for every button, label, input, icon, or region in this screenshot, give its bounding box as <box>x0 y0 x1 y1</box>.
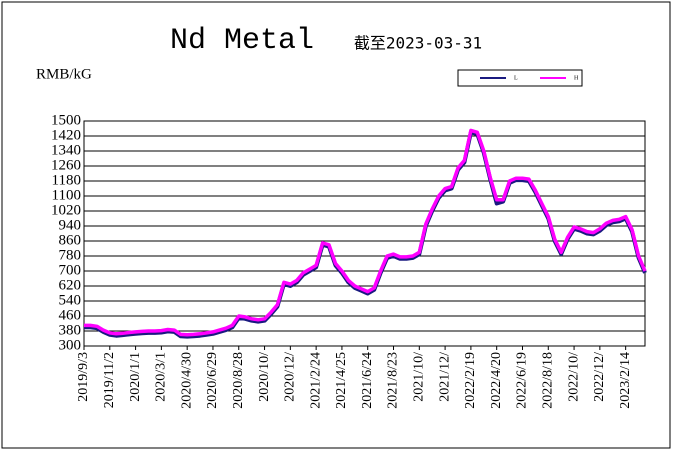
x-tick-label: 2020/6/29 <box>205 352 220 409</box>
x-tick-label: 2021/12/ <box>437 352 452 402</box>
y-tick-label: 860 <box>59 232 82 248</box>
y-tick-label: 540 <box>59 292 82 308</box>
y-tick-label: 1340 <box>51 142 81 158</box>
y-tick-label: 940 <box>59 217 82 233</box>
x-tick-label: 2021/10/ <box>412 352 427 402</box>
y-tick-label: 1500 <box>51 112 81 128</box>
x-tick-label: 2020/10/ <box>257 352 272 402</box>
chart-subtitle: 截至2023-03-31 <box>354 34 482 53</box>
x-tick-label: 2019/11/2 <box>102 352 117 408</box>
x-tick-label: 2021/6/24 <box>360 352 375 409</box>
x-tick-label: 2021/8/23 <box>386 352 401 409</box>
x-tick-label: 2020/3/1 <box>154 352 169 402</box>
series-line <box>84 128 647 337</box>
x-tick-label: 2021/4/25 <box>334 352 349 409</box>
y-tick-label: 460 <box>59 307 82 323</box>
legend <box>457 69 583 87</box>
y-tick-label: 700 <box>59 262 82 278</box>
x-tick-label: 2023/2/14 <box>618 352 633 409</box>
x-tick-label: 2022/8/18 <box>540 352 555 409</box>
x-tick-label: 2020/12/ <box>283 352 298 402</box>
x-tick-label: 2019/9/3 <box>76 352 91 402</box>
y-tick-label: 1420 <box>51 127 81 143</box>
x-tick-label: 2022/6/19 <box>515 352 530 409</box>
x-tick-label: 2020/4/30 <box>179 352 194 409</box>
y-tick-label: 1180 <box>52 172 81 188</box>
y-tick-label: 1100 <box>52 187 81 203</box>
y-tick-label: 1020 <box>51 202 81 218</box>
legend-label: H <box>574 75 579 81</box>
chart-title: Nd Metal <box>170 24 314 58</box>
x-tick-label: 2022/4/20 <box>489 352 504 409</box>
x-tick-label: 2020/1/1 <box>128 352 143 402</box>
y-tick-label: 380 <box>59 322 82 338</box>
x-tick-label: 2022/10/ <box>566 352 581 402</box>
plot-border <box>83 120 646 347</box>
y-tick-label: 1260 <box>51 157 81 173</box>
y-tick-label: 780 <box>59 247 82 263</box>
x-tick-label: 2020/8/28 <box>231 352 246 409</box>
y-tick-label: 300 <box>59 337 82 353</box>
x-tick-label: 2022/2/19 <box>463 352 478 409</box>
legend-label: L <box>514 75 518 81</box>
x-tick-label: 2021/2/24 <box>308 352 323 409</box>
x-tick-label: 2022/12/ <box>592 352 607 402</box>
y-tick-label: 620 <box>59 277 82 293</box>
y-axis-label: RMB/kG <box>36 66 92 82</box>
